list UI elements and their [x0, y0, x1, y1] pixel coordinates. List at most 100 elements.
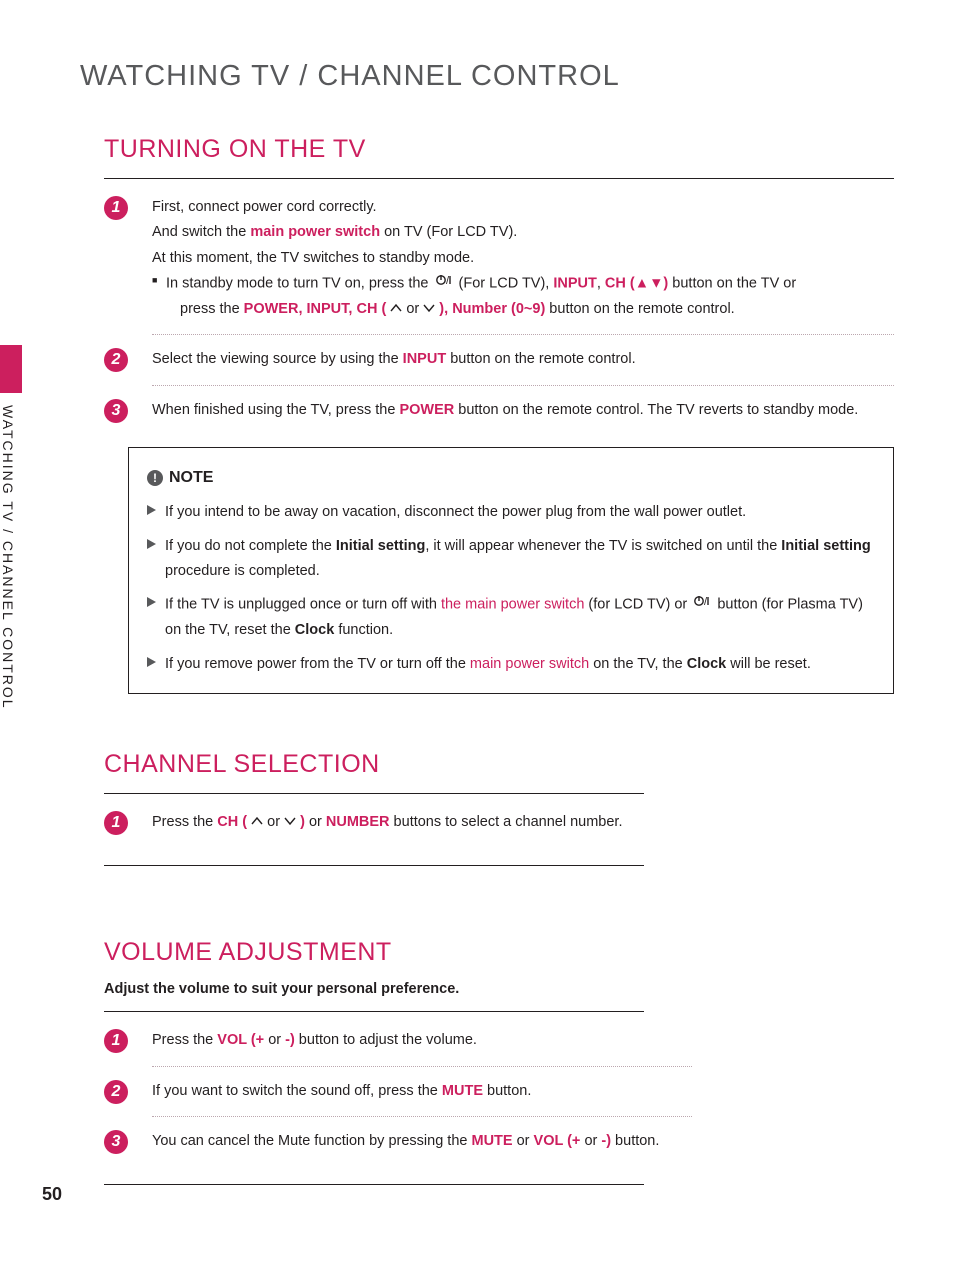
highlight-main-power-switch: main power switch — [250, 224, 380, 240]
text: button on the remote control. The TV rev… — [454, 402, 858, 418]
note-heading: ! NOTE — [147, 464, 875, 492]
side-tab-color — [0, 345, 22, 393]
highlight-power: POWER — [244, 301, 299, 317]
step-number-icon: 1 — [104, 811, 128, 835]
divider — [104, 1184, 644, 1185]
text: or — [584, 1133, 597, 1149]
text: button. — [483, 1083, 531, 1099]
text: button to adjust the volume. — [295, 1032, 477, 1048]
triangle-icon — [147, 657, 156, 667]
step-2: 2 Select the viewing source by using the… — [104, 347, 894, 372]
text: press the — [180, 301, 244, 317]
text: button on the remote control. — [446, 351, 635, 367]
highlight-vol-close: -) — [597, 1133, 611, 1149]
text: Select the viewing source by using the — [152, 351, 403, 367]
page-title: WATCHING TV / CHANNEL CONTROL — [80, 60, 894, 93]
text: button on the TV or — [668, 276, 796, 292]
highlight-input: INPUT — [307, 301, 349, 317]
step-body: Press the VOL (+ or -) button to adjust … — [152, 1028, 692, 1053]
highlight-input: INPUT — [403, 351, 447, 367]
text: , it will appear whenever the TV is swit… — [425, 538, 781, 554]
text: or — [268, 1032, 281, 1048]
step-body: Select the viewing source by using the I… — [152, 347, 894, 372]
highlight-main-power-switch: the main power switch — [441, 597, 584, 613]
bold-initial-setting: Initial setting — [336, 538, 425, 554]
bullet-line: In standby mode to turn TV on, press the… — [152, 271, 894, 297]
text: function. — [334, 622, 393, 638]
divider — [104, 1011, 644, 1012]
section-title-channel-selection: CHANNEL SELECTION — [104, 750, 894, 779]
step-number-icon: 1 — [104, 1029, 128, 1053]
section-subhead: Adjust the volume to suit your personal … — [104, 981, 894, 997]
section-title-turning-on: TURNING ON THE TV — [104, 135, 894, 164]
page-container: WATCHING TV / CHANNEL CONTROL 50 WATCHIN… — [0, 0, 954, 1241]
side-tab-label: WATCHING TV / CHANNEL CONTROL — [0, 405, 16, 710]
text: If you intend to be away on vacation, di… — [165, 504, 746, 520]
text: will be reset. — [726, 656, 811, 672]
text: If the TV is unplugged once or turn off … — [165, 597, 441, 613]
dotted-divider — [152, 1066, 692, 1067]
step-body: You can cancel the Mute function by pres… — [152, 1129, 692, 1154]
bold-clock: Clock — [295, 622, 335, 638]
section-title-volume-adjustment: VOLUME ADJUSTMENT — [104, 938, 894, 967]
text: on TV (For LCD TV). — [380, 224, 517, 240]
step-body: Press the CH ( or ) or NUMBER buttons to… — [152, 810, 692, 835]
highlight-ch-open: CH ( — [217, 814, 251, 830]
side-tab: WATCHING TV / CHANNEL CONTROL — [0, 345, 30, 745]
text: (For LCD TV), — [455, 276, 554, 292]
note-box: ! NOTE If you intend to be away on vacat… — [128, 447, 894, 694]
text: , — [444, 301, 452, 317]
triangle-icon — [147, 539, 156, 549]
dotted-divider — [152, 334, 894, 335]
highlight-main-power-switch: main power switch — [470, 656, 589, 672]
down-icon — [423, 301, 435, 317]
text: on the TV, the — [589, 656, 687, 672]
triangle-icon — [147, 505, 156, 515]
step-3: 3 You can cancel the Mute function by pr… — [104, 1129, 894, 1154]
note-item: If the TV is unplugged once or turn off … — [147, 592, 875, 643]
triangle-icon — [147, 597, 156, 607]
text: And switch the — [152, 224, 250, 240]
highlight-ch-close: ) — [296, 814, 305, 830]
dotted-divider — [152, 1116, 692, 1117]
note-item: If you remove power from the TV or turn … — [147, 652, 875, 677]
highlight-vol-open: VOL (+ — [217, 1032, 268, 1048]
dotted-divider — [152, 385, 894, 386]
power-icon: / — [435, 271, 453, 296]
up-icon — [251, 814, 263, 830]
step-body: First, connect power cord correctly. And… — [152, 195, 894, 322]
power-icon: / — [693, 592, 711, 617]
divider — [104, 178, 894, 179]
step-3: 3 When finished using the TV, press the … — [104, 398, 894, 423]
text: If you want to switch the sound off, pre… — [152, 1083, 442, 1099]
highlight-number: NUMBER — [326, 814, 390, 830]
step-number-icon: 1 — [104, 196, 128, 220]
highlight-number: Number (0~9) — [452, 301, 545, 317]
note-item: If you intend to be away on vacation, di… — [147, 500, 875, 525]
note-label: NOTE — [169, 464, 213, 492]
step-number-icon: 3 — [104, 1130, 128, 1154]
text: If you do not complete the — [165, 538, 336, 554]
note-icon: ! — [147, 470, 163, 486]
step-number-icon: 3 — [104, 399, 128, 423]
bold-clock: Clock — [687, 656, 727, 672]
text: When finished using the TV, press the — [152, 402, 399, 418]
page-number: 50 — [42, 1184, 62, 1205]
step-body: When finished using the TV, press the PO… — [152, 398, 894, 423]
text-line: First, connect power cord correctly. — [152, 195, 894, 220]
divider — [104, 793, 644, 794]
divider — [104, 865, 644, 866]
highlight-ch-close: ) — [435, 301, 444, 317]
text: or — [402, 301, 423, 317]
text: buttons to select a channel number. — [390, 814, 623, 830]
step-body: If you want to switch the sound off, pre… — [152, 1079, 692, 1104]
text: procedure is completed. — [165, 563, 320, 579]
text-line: And switch the main power switch on TV (… — [152, 220, 894, 245]
text: , — [298, 301, 306, 317]
text: Press the — [152, 1032, 217, 1048]
text: (for LCD TV) or — [584, 597, 691, 613]
text: or — [513, 1133, 534, 1149]
bold-initial-setting: Initial setting — [781, 538, 870, 554]
step-1: 1 First, connect power cord correctly. A… — [104, 195, 894, 322]
text-line: At this moment, the TV switches to stand… — [152, 246, 894, 271]
